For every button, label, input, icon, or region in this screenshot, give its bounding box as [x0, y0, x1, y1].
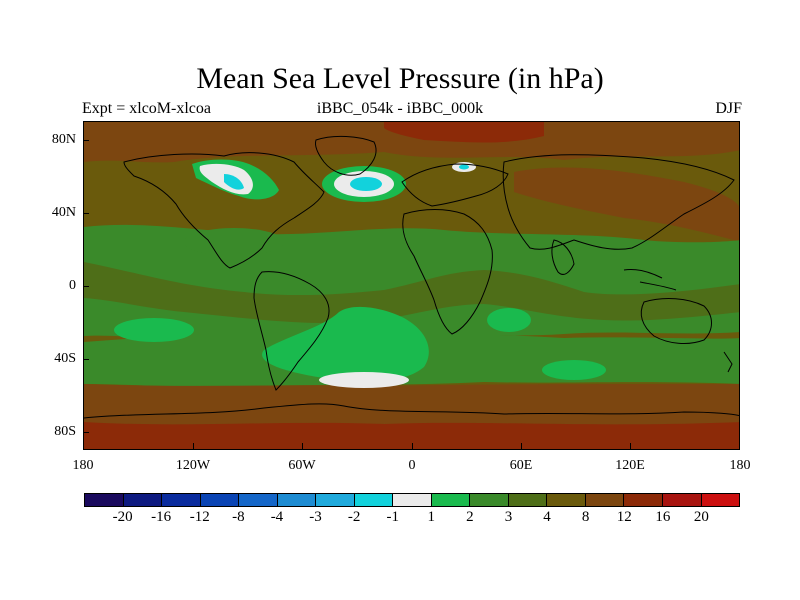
colorbar-swatch: [277, 494, 317, 506]
ytick-label: 80S: [54, 424, 76, 439]
arctic-peak: [384, 122, 544, 143]
colorbar-swatch: [393, 494, 432, 506]
colorbar-swatch: [431, 494, 471, 506]
xtick-label: 60W: [288, 458, 316, 473]
colorbar-label: -2: [347, 509, 361, 525]
coastlines: [84, 135, 739, 419]
colorbar-swatch: [354, 494, 394, 506]
ytick-label: 40N: [51, 205, 76, 220]
xtick-mark: [193, 443, 194, 449]
xtick-label: 120W: [175, 458, 211, 473]
atlantic-low-core: [350, 177, 382, 191]
colorbar-label: 20: [693, 509, 709, 525]
scandinavia-low-core: [459, 164, 469, 170]
xtick-label: 180: [72, 458, 94, 473]
colorbar: [84, 493, 740, 507]
colorbar-label: 2: [466, 509, 474, 525]
xtick-mark: [412, 443, 413, 449]
xtick-mark: [630, 443, 631, 449]
colorbar-swatch: [662, 494, 702, 506]
colorbar-swatch: [123, 494, 163, 506]
colorbar-label: 16: [655, 509, 671, 525]
experiment-label: Expt = xlcoM-xlcoa: [82, 100, 211, 117]
colorbar-label: -8: [232, 509, 245, 525]
colorbar-label: 8: [581, 509, 590, 525]
ytick-mark: [83, 359, 89, 360]
colorbar-swatch: [470, 494, 509, 506]
ytick-label: 0: [69, 278, 76, 293]
xtick-label: 120E: [615, 458, 645, 473]
xtick-label: 60E: [509, 458, 533, 473]
colorbar-label: -12: [189, 509, 210, 525]
ytick-label: 40S: [54, 351, 76, 366]
colorbar-swatch: [701, 494, 740, 506]
colorbar-label: -16: [151, 509, 172, 525]
colorbar-label: 1: [427, 509, 436, 525]
colorbar-label: 4: [543, 509, 551, 525]
colorbar-swatch: [624, 494, 663, 506]
xtick-label: 0: [408, 458, 416, 473]
ytick-mark: [83, 286, 89, 287]
map-panel: [83, 121, 740, 450]
ytick-mark: [83, 140, 89, 141]
indian-ocean-patch: [487, 308, 531, 332]
colorbar-swatch: [547, 494, 586, 506]
xtick-label: 180: [729, 458, 751, 473]
south-atlantic-patch: [262, 306, 429, 382]
colorbar-swatch: [316, 494, 355, 506]
equatorial-band: [84, 262, 739, 324]
hudson-low-core: [224, 174, 244, 190]
drake-passage-patch: [319, 372, 409, 388]
colorbar-label: -3: [309, 509, 322, 525]
north-pacific-patch: [184, 228, 284, 256]
plot-title: Mean Sea Level Pressure (in hPa): [196, 62, 604, 95]
xtick-mark: [521, 443, 522, 449]
ytick-label: 80N: [51, 132, 76, 147]
ytick-mark: [83, 432, 89, 433]
asia-high: [514, 167, 739, 242]
colorbar-swatch: [85, 494, 124, 506]
colorbar-label: -4: [270, 509, 284, 525]
season-label: DJF: [715, 100, 742, 117]
colorbar-label: 3: [504, 509, 513, 525]
colorbar-swatch: [585, 494, 625, 506]
pressure-map: [84, 122, 739, 449]
colorbar-label: -1: [386, 509, 399, 525]
colorbar-swatch: [508, 494, 548, 506]
colorbar-label: -20: [112, 509, 133, 525]
xtick-mark: [302, 443, 303, 449]
difference-label: iBBC_054k - iBBC_000k: [316, 100, 484, 117]
colorbar-label: 12: [616, 509, 632, 525]
colorbar-swatch: [200, 494, 240, 506]
southern-indian-patch: [542, 360, 606, 380]
south-pacific-patch: [114, 318, 194, 342]
colorbar-swatch: [239, 494, 278, 506]
antarctic-band: [84, 422, 739, 449]
ytick-mark: [83, 213, 89, 214]
colorbar-swatch: [162, 494, 201, 506]
